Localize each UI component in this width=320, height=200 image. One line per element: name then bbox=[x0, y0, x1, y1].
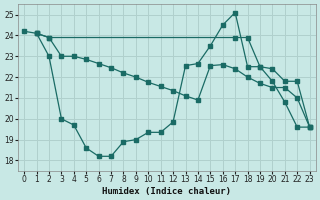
X-axis label: Humidex (Indice chaleur): Humidex (Indice chaleur) bbox=[102, 187, 231, 196]
